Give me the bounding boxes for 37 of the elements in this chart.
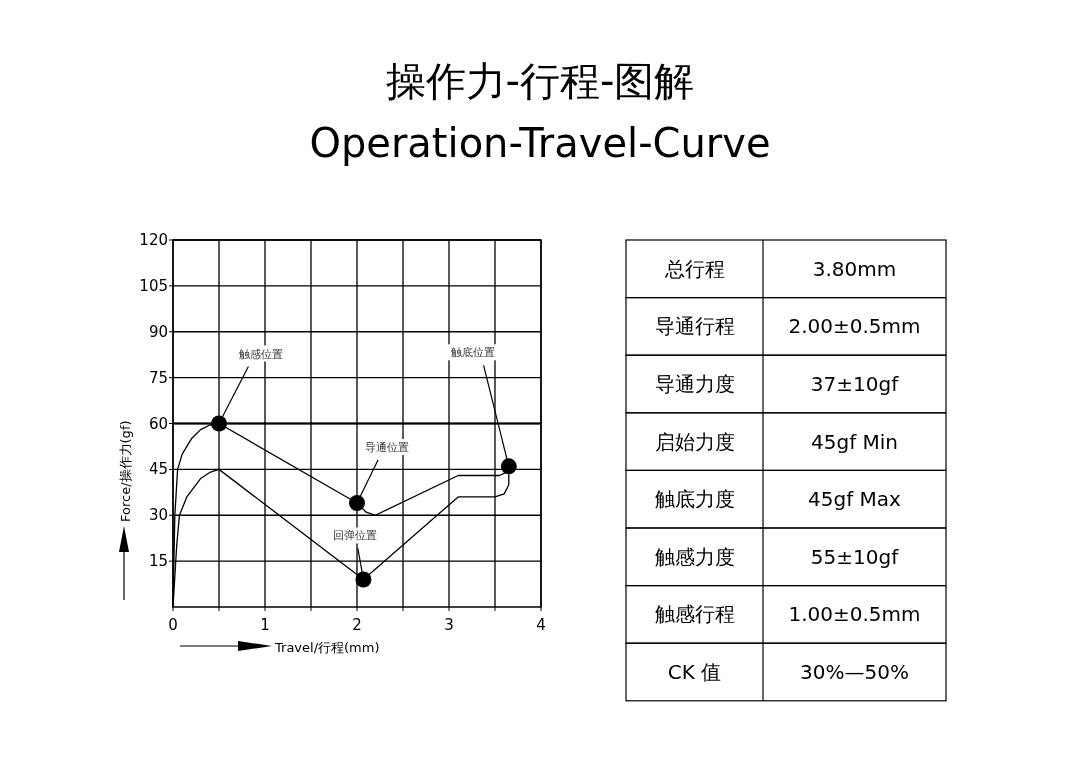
annotation: 回弹位置 — [333, 529, 378, 543]
text: 触底力度 — [654, 487, 735, 512]
x-tick-label: 1 — [260, 616, 270, 634]
text: 导通行程 — [654, 314, 735, 339]
y-tick-label: 45 — [148, 460, 168, 479]
text: 启始力度 — [654, 429, 735, 454]
text: 55±10gf — [810, 544, 900, 569]
text: 导通力度 — [654, 372, 735, 396]
x-tick-label: 3 — [444, 616, 454, 634]
y-axis-title: Force/操作力(gf) — [118, 420, 133, 522]
y-tick-label: 90 — [148, 322, 168, 341]
text: 45gf Min — [810, 429, 899, 454]
x-tick-label: 4 — [536, 616, 546, 634]
x-axis-title: Travel/行程(mm) — [274, 640, 380, 655]
text: 30%—50% — [800, 660, 909, 684]
text: 1.00±0.5mm — [788, 602, 921, 627]
text: 触感行程 — [654, 602, 735, 627]
chart-title: 操作力-行程-图解 — [385, 58, 695, 104]
text: 45gf Max — [808, 487, 902, 512]
text: 触感力度 — [654, 544, 735, 569]
y-tick-label: 105 — [139, 276, 168, 295]
text: 3.80mm — [812, 256, 897, 281]
annotation: 触感位置 — [239, 347, 283, 361]
y-tick-label: 120 — [139, 231, 168, 249]
y-tick-label: 60 — [148, 414, 168, 433]
y-tick-label: 75 — [148, 368, 168, 387]
text: 37±10gf — [810, 372, 900, 396]
text: 总行程 — [663, 256, 725, 281]
y-tick-label: 15 — [148, 552, 168, 571]
text: CK 值 — [667, 660, 722, 684]
x-tick-label: 2 — [352, 616, 362, 634]
annotation: 导通位置 — [365, 441, 409, 455]
chart-subtitle: Operation-Travel-Curve — [309, 120, 771, 166]
text: 2.00±0.5mm — [788, 314, 921, 339]
x-tick-label: 0 — [168, 616, 178, 634]
annotation: 触底位置 — [450, 346, 495, 360]
y-tick-label: 30 — [148, 506, 168, 525]
